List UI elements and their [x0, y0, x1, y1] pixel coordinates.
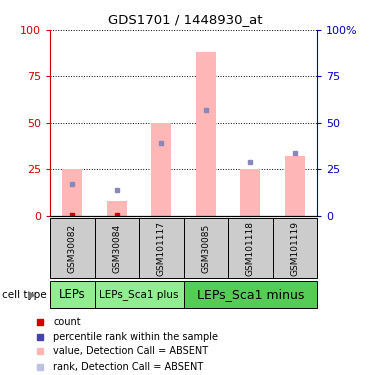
- Text: LEPs_Sca1 plus: LEPs_Sca1 plus: [99, 289, 179, 300]
- Text: cell type: cell type: [2, 290, 46, 300]
- Text: GSM101118: GSM101118: [246, 221, 255, 276]
- Bar: [151, 123, 171, 216]
- Bar: [139, 218, 184, 278]
- Bar: [184, 218, 228, 278]
- Bar: [184, 281, 317, 308]
- Text: value, Detection Call = ABSENT: value, Detection Call = ABSENT: [53, 346, 208, 356]
- Bar: [196, 52, 216, 216]
- Text: count: count: [53, 317, 81, 327]
- Text: LEPs: LEPs: [59, 288, 86, 301]
- Text: GDS1701 / 1448930_at: GDS1701 / 1448930_at: [108, 13, 263, 26]
- Text: GSM30085: GSM30085: [201, 224, 210, 273]
- Text: rank, Detection Call = ABSENT: rank, Detection Call = ABSENT: [53, 362, 203, 372]
- Bar: [95, 218, 139, 278]
- Text: ▶: ▶: [28, 290, 36, 300]
- Text: percentile rank within the sample: percentile rank within the sample: [53, 332, 218, 342]
- Text: GSM30082: GSM30082: [68, 224, 77, 273]
- Bar: [273, 218, 317, 278]
- Bar: [62, 169, 82, 216]
- Text: GSM30084: GSM30084: [112, 224, 121, 273]
- Text: GSM101119: GSM101119: [290, 221, 299, 276]
- Bar: [228, 218, 273, 278]
- Bar: [95, 281, 184, 308]
- Text: GSM101117: GSM101117: [157, 221, 166, 276]
- Bar: [107, 201, 127, 216]
- Bar: [240, 169, 260, 216]
- Bar: [50, 218, 95, 278]
- Bar: [285, 156, 305, 216]
- Text: LEPs_Sca1 minus: LEPs_Sca1 minus: [197, 288, 304, 301]
- Bar: [50, 281, 95, 308]
